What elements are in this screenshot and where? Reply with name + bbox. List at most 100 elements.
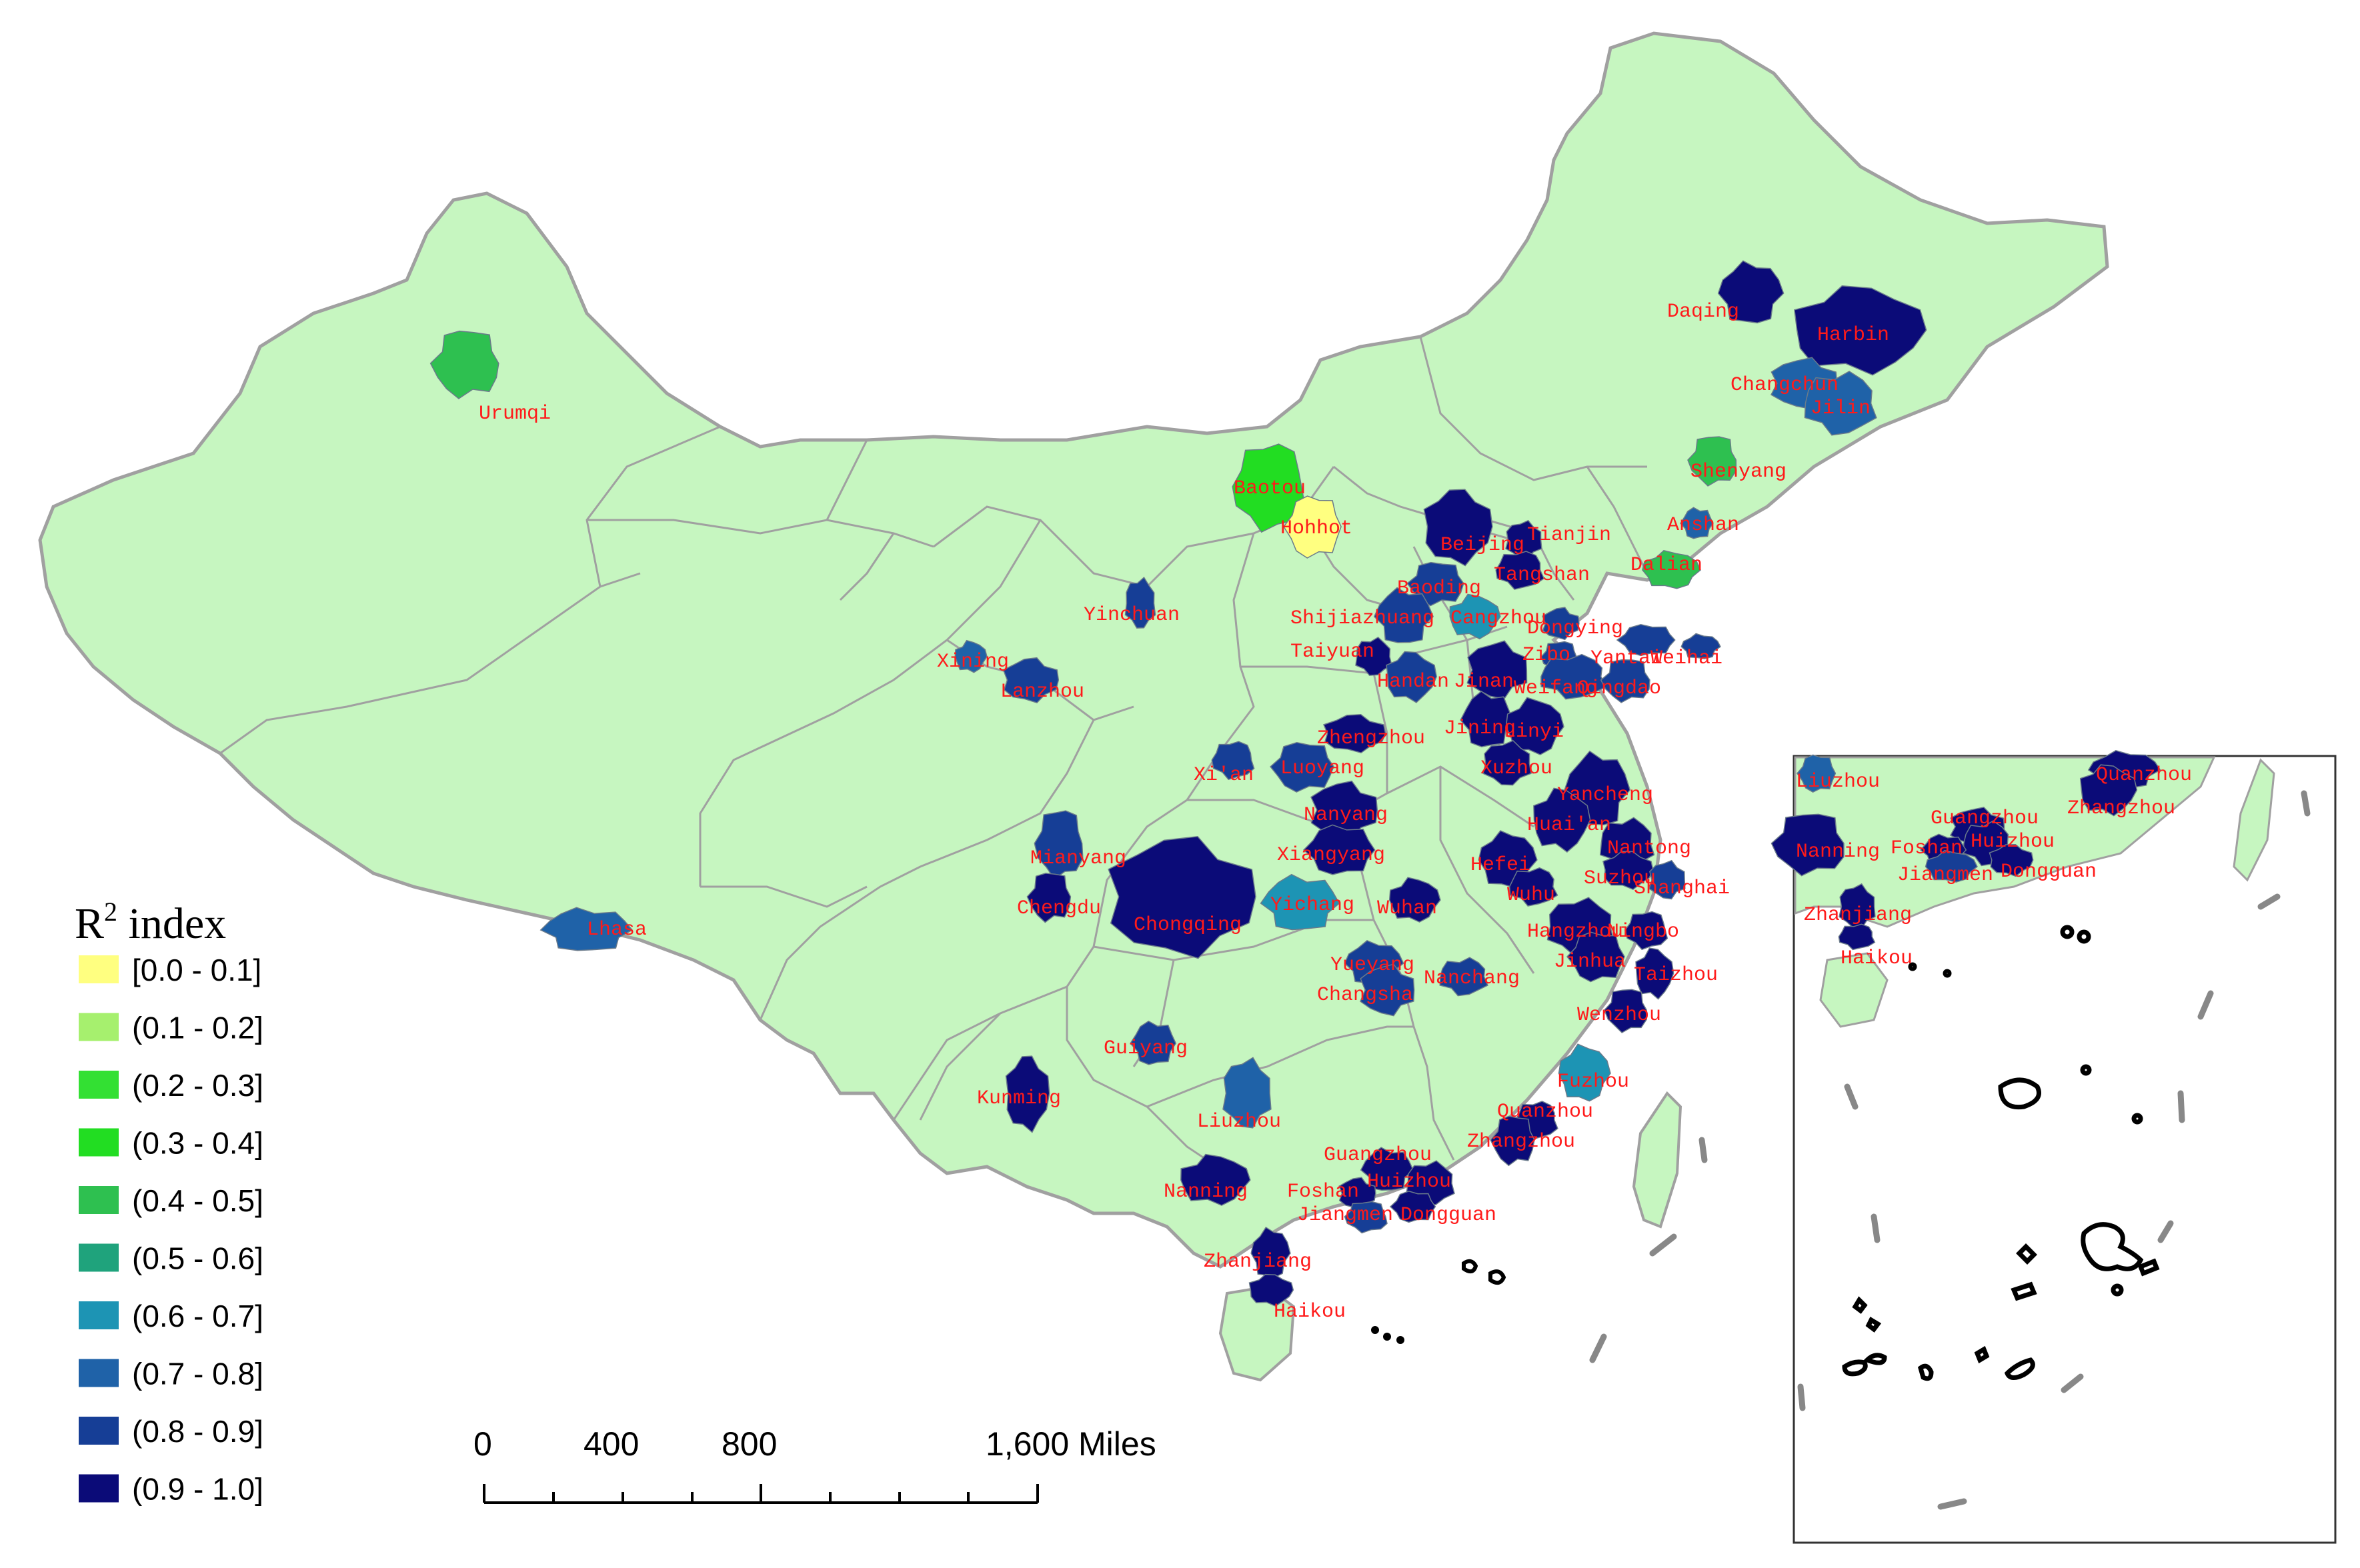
region-yinchuan bbox=[1124, 576, 1156, 629]
region-jinan bbox=[1466, 640, 1528, 699]
scale-tick-label-1600: 1,600 Miles bbox=[986, 1425, 1156, 1463]
city-label-baotou: Baotou bbox=[1234, 477, 1306, 500]
inset-taiwan bbox=[2233, 758, 2275, 882]
region-jilin bbox=[1804, 371, 1877, 436]
city-label-handan: Handan bbox=[1377, 671, 1449, 693]
city-label-liuzhou: Liuzhou bbox=[1197, 1111, 1281, 1133]
inset-city-regions bbox=[1771, 749, 2161, 951]
region-ningbo bbox=[1624, 911, 1668, 951]
region-harbin bbox=[1794, 285, 1927, 376]
legend-label-3: (0.3 - 0.4] bbox=[132, 1126, 263, 1161]
legend-label-8: (0.8 - 0.9] bbox=[132, 1414, 263, 1449]
city-label-shijiazhuang: Shijiazhuang bbox=[1290, 607, 1434, 630]
city-label-wuhu: Wuhu bbox=[1507, 884, 1555, 907]
legend-swatch-9 bbox=[79, 1474, 119, 1503]
region-daqing bbox=[1717, 260, 1785, 324]
region-shenyang bbox=[1687, 436, 1737, 487]
city-label-daqing: Daqing bbox=[1667, 301, 1739, 323]
region-anshan bbox=[1680, 507, 1714, 539]
city-label-luoyang: Luoyang bbox=[1280, 757, 1364, 780]
region-nanchang bbox=[1439, 957, 1488, 997]
city-label-guangzhou: Guangzhou bbox=[1324, 1144, 1432, 1167]
scale-bar-line bbox=[483, 1484, 1039, 1504]
city-label-linyi: Linyi bbox=[1504, 721, 1564, 743]
scale-tick-label-400: 400 bbox=[583, 1425, 639, 1463]
legend-swatch-5 bbox=[79, 1243, 119, 1272]
inset-region-dongguan bbox=[1989, 843, 2034, 877]
legend-label-4: (0.4 - 0.5] bbox=[132, 1183, 263, 1218]
region-jiangmen bbox=[1344, 1201, 1388, 1234]
city-label-xining: Xining bbox=[937, 651, 1009, 673]
taiwan-island bbox=[1632, 1091, 1682, 1229]
region-chongqing bbox=[1108, 836, 1256, 959]
city-label-dongguan: Dongguan bbox=[1400, 1204, 1496, 1227]
region-haikou bbox=[1248, 1273, 1294, 1307]
inset-city-label-haikou: Haikou bbox=[1841, 947, 1913, 970]
city-label-xuzhou: Xuzhou bbox=[1480, 757, 1552, 780]
city-label-jinan: Jinan bbox=[1454, 671, 1514, 693]
south-sea-islands bbox=[1371, 1259, 1506, 1344]
city-label-jiangmen: Jiangmen bbox=[1297, 1204, 1393, 1227]
legend-label-1: (0.1 - 0.2] bbox=[132, 1011, 263, 1045]
city-label-xiangyang: Xiangyang bbox=[1277, 844, 1385, 867]
city-label-suzhou: Suzhou bbox=[1584, 867, 1656, 890]
city-label-mianyang: Mianyang bbox=[1030, 847, 1126, 870]
region-dongying bbox=[1542, 607, 1580, 641]
region-weihai bbox=[1680, 633, 1721, 659]
region-nanning bbox=[1180, 1153, 1251, 1206]
city-label-yinchuan: Yinchuan bbox=[1084, 604, 1180, 627]
legend-swatch-0 bbox=[79, 955, 119, 983]
city-label-shenyang: Shenyang bbox=[1690, 461, 1787, 483]
inset-region-zhanjiang bbox=[1839, 883, 1876, 929]
city-label-tianjin: Tianjin bbox=[1527, 524, 1611, 547]
legend-label-7: (0.7 - 0.8] bbox=[132, 1357, 263, 1391]
city-label-qingdao: Qingdao bbox=[1577, 677, 1661, 700]
city-label-zhangzhou: Zhangzhou bbox=[1467, 1131, 1575, 1153]
scale-tick-label-800: 800 bbox=[722, 1425, 777, 1463]
dash-lines bbox=[1589, 1137, 1708, 1363]
city-label-nanchang: Nanchang bbox=[1424, 967, 1520, 990]
region-dongguan bbox=[1389, 1191, 1436, 1223]
city-label-foshan: Foshan bbox=[1287, 1181, 1359, 1203]
city-label-hangzhou: Hangzhou bbox=[1527, 921, 1623, 943]
region-yantai bbox=[1616, 624, 1676, 657]
city-label-weifang: Weifang bbox=[1514, 677, 1598, 700]
region-huai-an bbox=[1533, 787, 1591, 853]
region-kunming bbox=[1005, 1055, 1050, 1133]
inset-city-label-huizhou: Huizhou bbox=[1971, 831, 2055, 853]
region-liuzhou bbox=[1222, 1057, 1272, 1129]
inset-region-liuzhou bbox=[1797, 754, 1837, 793]
region-qingdao bbox=[1600, 659, 1650, 703]
region-mianyang bbox=[1034, 810, 1084, 880]
inset-city-label-guangzhou: Guangzhou bbox=[1931, 807, 2039, 830]
inset-hainan bbox=[1819, 952, 1889, 1028]
city-label-chengdu: Chengdu bbox=[1017, 897, 1101, 920]
legend-label-0: [0.0 - 0.1] bbox=[132, 953, 261, 987]
city-label-taiyuan: Taiyuan bbox=[1290, 641, 1374, 663]
city-label-yueyang: Yueyang bbox=[1330, 954, 1414, 977]
city-label-dongying: Dongying bbox=[1527, 617, 1623, 640]
city-label-beijing: Beijing bbox=[1440, 534, 1524, 557]
city-label-jilin: Jilin bbox=[1811, 397, 1871, 420]
region-yichang bbox=[1260, 873, 1340, 931]
region-lanzhou bbox=[1002, 657, 1060, 703]
city-label-harbin: Harbin bbox=[1817, 324, 1889, 347]
region-wenzhou bbox=[1604, 989, 1647, 1033]
city-label-quanzhou: Quanzhou bbox=[1497, 1101, 1593, 1123]
city-label-nanning: Nanning bbox=[1164, 1181, 1248, 1203]
region-jinhua bbox=[1566, 931, 1625, 983]
inset-region-nanning bbox=[1771, 813, 1845, 877]
region-xuzhou bbox=[1482, 740, 1532, 786]
legend-swatch-7 bbox=[79, 1359, 119, 1387]
legend-swatch-3 bbox=[79, 1128, 119, 1157]
legend-label-2: (0.2 - 0.3] bbox=[132, 1068, 263, 1103]
region-linyi bbox=[1505, 697, 1564, 755]
city-label-changsha: Changsha bbox=[1317, 984, 1413, 1007]
city-label-fuzhou: Fuzhou bbox=[1557, 1071, 1629, 1093]
region-tangshan bbox=[1495, 551, 1545, 590]
scale-bar: 0 400 800 1,600 Miles bbox=[473, 1425, 1156, 1504]
city-label-nanyang: Nanyang bbox=[1304, 804, 1388, 827]
region-jining bbox=[1460, 691, 1514, 747]
legend-title-rest: index bbox=[117, 899, 226, 948]
city-label-tangshan: Tangshan bbox=[1494, 564, 1590, 587]
